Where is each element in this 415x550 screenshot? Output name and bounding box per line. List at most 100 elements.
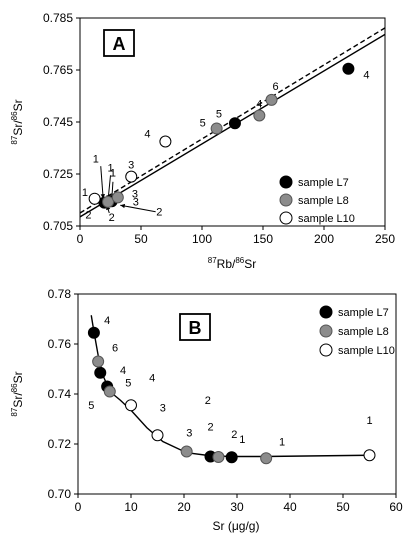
data-point-l10 xyxy=(88,192,101,205)
point-label: 4 xyxy=(144,129,150,141)
x-tick-label: 200 xyxy=(314,232,334,246)
data-point-l10 xyxy=(125,170,138,183)
y-tick-label: 0.70 xyxy=(48,487,72,501)
y-tick-label: 0.74 xyxy=(48,387,72,401)
y-tick-label: 0.745 xyxy=(43,115,73,129)
data-point-l7 xyxy=(94,366,107,379)
data-point-l8 xyxy=(103,385,116,398)
annotation-label: 1 xyxy=(82,187,88,199)
legend-label-l10: sample L10 xyxy=(338,345,395,357)
legend-marker-l7 xyxy=(319,305,333,319)
panel-b-y-axis-label: 87Sr/86Sr xyxy=(10,371,25,416)
data-point-l8 xyxy=(253,109,266,122)
annotation-label: 1 xyxy=(93,153,99,165)
data-point-l7 xyxy=(342,62,355,75)
point-label: 6 xyxy=(112,343,118,355)
x-tick-label: 10 xyxy=(124,500,138,514)
point-label: 4 xyxy=(256,99,262,111)
point-label: 4 xyxy=(149,373,155,385)
legend-label-l8: sample L8 xyxy=(338,326,389,338)
data-point-l8 xyxy=(102,195,115,208)
y-tick-label: 0.705 xyxy=(43,219,73,233)
point-label: 3 xyxy=(128,160,134,172)
legend-marker-l7 xyxy=(279,175,293,189)
data-point-l8 xyxy=(260,452,273,465)
annotation-label: 2 xyxy=(156,207,162,219)
panel-a-x-axis-label: 87Rb/86Sr xyxy=(208,256,257,271)
panel-a-label: A xyxy=(113,34,126,54)
panel-b: B 0 10 20 30 40 50 600.700.720.740.760.78 4645… xyxy=(10,287,403,533)
point-label: 3 xyxy=(160,403,166,415)
legend-label-l8: sample L8 xyxy=(298,195,349,207)
point-label: 6 xyxy=(272,81,278,93)
point-label: 5 xyxy=(88,400,94,412)
y-tick-label: 0.76 xyxy=(48,337,72,351)
point-label: 1 xyxy=(366,415,372,427)
data-point-l7 xyxy=(225,451,238,464)
x-tick-label: 0 xyxy=(75,500,82,514)
legend-label-l7: sample L7 xyxy=(298,177,349,189)
x-tick-label: 40 xyxy=(283,500,297,514)
annotation-label: 1 xyxy=(110,168,116,180)
annotation-label: 3 xyxy=(132,188,138,200)
point-label: 5 xyxy=(200,118,206,130)
panel-b-plot-frame xyxy=(77,293,397,495)
point-label: 1 xyxy=(239,434,245,446)
x-tick-label: 50 xyxy=(134,232,148,246)
annotation-label: 2 xyxy=(109,212,115,224)
x-tick-label: 60 xyxy=(389,500,403,514)
x-tick-label: 30 xyxy=(230,500,244,514)
panel-a-y-axis-label: 87Sr/86Sr xyxy=(10,99,25,144)
data-point-l7 xyxy=(228,117,241,130)
panel-b-x-axis-label: Sr (μg/g) xyxy=(213,519,260,533)
point-label: 4 xyxy=(363,70,369,82)
point-label: 2 xyxy=(207,421,213,433)
data-point-l8 xyxy=(265,93,278,106)
annotation-arrow-line xyxy=(100,166,104,199)
data-point-l10 xyxy=(151,429,164,442)
y-tick-label: 0.78 xyxy=(48,287,72,301)
legend-label-l10: sample L10 xyxy=(298,213,355,225)
data-point-l8 xyxy=(180,445,193,458)
point-label: 2 xyxy=(205,395,211,407)
panel-a-legend: sample L7 sample L8 sample L10 xyxy=(279,175,355,225)
data-point-l8 xyxy=(210,122,223,135)
point-label: 5 xyxy=(125,378,131,390)
x-tick-label: 0 xyxy=(77,232,84,246)
data-point-l8 xyxy=(212,451,225,463)
point-label: 2 xyxy=(231,429,237,441)
legend-label-l7: sample L7 xyxy=(338,307,389,319)
x-tick-label: 250 xyxy=(375,232,395,246)
y-tick-label: 0.785 xyxy=(43,11,73,25)
legend-marker-l8 xyxy=(319,324,333,338)
panel-b-legend: sample L7 sample L8 sample L10 xyxy=(319,305,395,357)
annotation-arrow-line xyxy=(120,204,156,213)
panel-a-label-box xyxy=(103,29,135,57)
x-tick-label: 50 xyxy=(336,500,350,514)
y-tick-label: 0.72 xyxy=(48,437,72,451)
data-point-l10 xyxy=(363,449,376,462)
annotation-arrow-head xyxy=(100,194,106,199)
annotation-arrow-head xyxy=(120,203,126,209)
x-tick-label: 150 xyxy=(253,232,273,246)
point-label: 5 xyxy=(216,108,222,120)
data-point-l8 xyxy=(111,191,124,204)
panel-a: A 0 50 100 150 200 250 0.705 0.725 0.745 0.765 0.7… xyxy=(10,11,395,271)
data-point-l7 xyxy=(87,326,100,339)
data-point-l8 xyxy=(92,355,105,368)
annotation-label: 1 xyxy=(107,162,113,174)
point-label: 4 xyxy=(120,365,126,377)
point-label: 3 xyxy=(133,196,139,208)
legend-marker-l10 xyxy=(319,343,333,357)
point-label: 3 xyxy=(186,428,192,440)
point-label: 1 xyxy=(279,436,285,448)
point-label: 2 xyxy=(85,210,91,222)
data-point-l10 xyxy=(125,399,137,412)
panel-b-label: B xyxy=(189,318,202,338)
x-tick-label: 100 xyxy=(192,232,212,246)
x-tick-label: 20 xyxy=(177,500,191,514)
y-tick-label: 0.765 xyxy=(43,63,73,77)
point-label: 4 xyxy=(104,315,110,327)
y-tick-label: 0.725 xyxy=(43,167,73,181)
